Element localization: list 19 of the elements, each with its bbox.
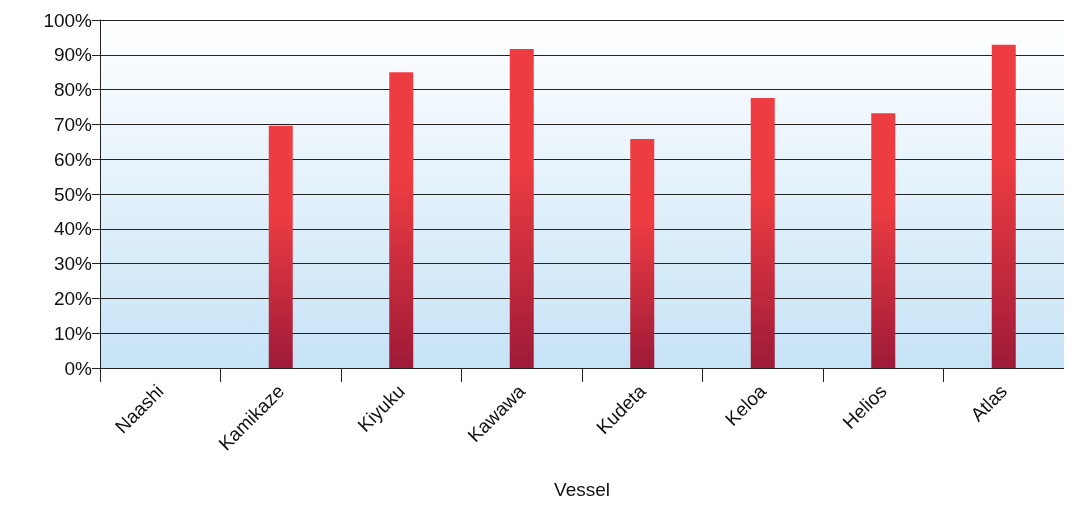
y-tick-label: 90% [53, 44, 93, 66]
bar [389, 72, 414, 368]
y-tick-label: 20% [53, 287, 93, 309]
y-tick-label: 60% [53, 148, 93, 170]
bar [750, 97, 775, 368]
y-tick-label: 0% [64, 357, 93, 379]
bar [991, 44, 1016, 368]
bar [268, 125, 293, 368]
y-tick-label: 40% [53, 218, 93, 240]
y-tick-label: 30% [53, 253, 93, 275]
y-tick-label: 100% [43, 9, 93, 31]
bar [509, 48, 534, 368]
y-tick-label: 70% [53, 113, 93, 135]
bar [871, 113, 896, 368]
y-tick-label: 80% [53, 79, 93, 101]
x-axis-title: Vessel [554, 479, 610, 500]
y-tick-label: 50% [53, 183, 93, 205]
bar [630, 139, 655, 368]
y-tick-label: 10% [53, 322, 93, 344]
